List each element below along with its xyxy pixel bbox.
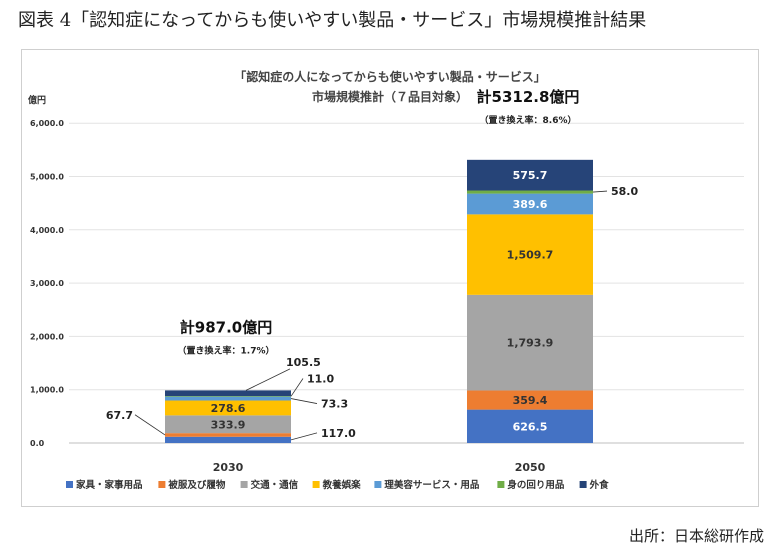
legend-entry: 交通・通信 (251, 479, 299, 491)
data-label: 575.7 (513, 169, 548, 182)
leader-line (592, 190, 608, 193)
bar-segment (467, 409, 593, 443)
data-label: 11.0 (307, 373, 334, 386)
chart-title-line1: 「認知症の人になってからも使いやすい製品・サービス」 (234, 69, 545, 84)
legend-entry: 身の回り用品 (507, 479, 564, 491)
legend-entry: 家具・家事用品 (76, 479, 143, 491)
legend-swatch (158, 481, 166, 488)
data-label: 626.5 (513, 420, 548, 433)
x-tick-label: 2050 (515, 461, 546, 474)
legend-swatch (579, 481, 587, 488)
y-tick-label: 2,000.0 (30, 332, 64, 341)
chart-title-line2: 市場規模推計（７品目対象） (312, 89, 468, 104)
bar-segment (467, 190, 593, 194)
bar-segment (467, 390, 593, 410)
leader-line (290, 398, 318, 404)
bar-segment (467, 294, 593, 391)
leader-line (290, 378, 304, 397)
rate-label: （置き換え率：1.7%） (178, 344, 275, 356)
legend-swatch (66, 481, 73, 488)
y-tick-label: 5,000.0 (30, 173, 64, 182)
bar-segment (467, 159, 593, 191)
leader-line (134, 414, 166, 436)
legend-entry: 理美容サービス・用品 (384, 479, 479, 491)
bar-segment (165, 400, 291, 416)
legend-swatch (374, 481, 382, 488)
bar-segment (165, 396, 291, 397)
leader-line (290, 432, 318, 441)
data-label: 1,509.7 (507, 249, 554, 262)
bar-segment (165, 390, 291, 397)
legend-swatch (240, 481, 248, 488)
legend-swatch (312, 481, 320, 488)
figure-title: 図表 4「認知症になってからも使いやすい製品・サービス」市場規模推計結果 (18, 10, 647, 31)
data-label: 278.6 (211, 402, 246, 415)
data-label: 105.5 (286, 356, 321, 369)
data-label: 67.7 (106, 409, 133, 422)
legend-entry: 教養娯楽 (322, 479, 362, 491)
x-tick-label: 2030 (213, 461, 244, 474)
data-label: 333.9 (211, 418, 246, 431)
data-label: 359.4 (513, 394, 548, 407)
data-label: 389.6 (513, 198, 548, 211)
y-axis-unit: 億円 (28, 94, 46, 106)
leader-line (245, 368, 291, 391)
data-label: 117.0 (321, 427, 356, 440)
legend-entry: 外食 (589, 479, 610, 491)
data-label: 58.0 (611, 185, 638, 198)
y-tick-label: 1,000.0 (30, 386, 64, 395)
bar-segment (467, 214, 593, 295)
y-tick-label: 0.0 (30, 439, 45, 448)
y-tick-label: 4,000.0 (30, 226, 64, 235)
y-tick-label: 6,000.0 (30, 119, 64, 128)
total-label: 計987.0億円 (180, 318, 272, 336)
data-label: 1,793.9 (507, 337, 554, 350)
bar-segment (165, 433, 291, 437)
source-note: 出所：日本総研作成 (628, 527, 764, 545)
data-label: 73.3 (321, 398, 348, 411)
bar-segment (467, 193, 593, 215)
bar-segment (165, 396, 291, 401)
y-tick-label: 3,000.0 (30, 279, 64, 288)
stacked-bar-chart: 「認知症の人になってからも使いやすい製品・サービス」市場規模推計（７品目対象） 億… (28, 69, 744, 491)
bar-segment (165, 436, 291, 443)
rate-label: （置き換え率：8.6%） (480, 114, 577, 126)
total-label: 計5312.8億円 (477, 88, 580, 106)
legend-entry: 被服及び履物 (168, 479, 226, 491)
legend-swatch (497, 481, 505, 488)
chart-area: 「認知症の人になってからも使いやすい製品・サービス」 市場規模推計（７品目対象） 億… (21, 49, 759, 507)
bar-segment (165, 415, 291, 434)
